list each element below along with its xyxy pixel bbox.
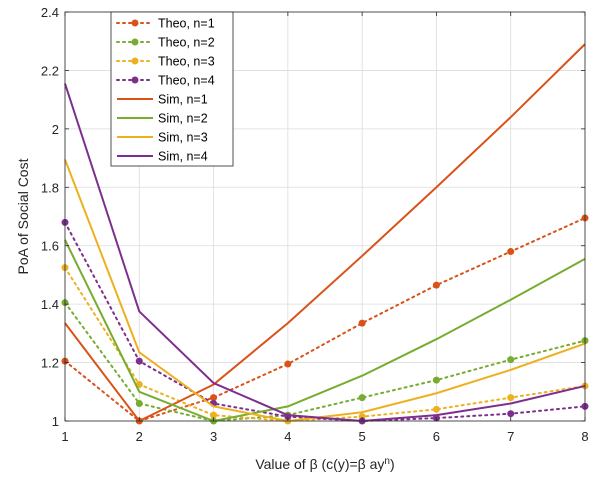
series-sim-n-3 (64, 159, 586, 422)
series-line (64, 239, 586, 422)
x-tick-label: 6 (433, 429, 440, 444)
legend-marker (131, 19, 139, 27)
x-axis-label-end: ) (390, 456, 395, 472)
data-point (210, 411, 218, 419)
data-point (135, 357, 143, 365)
data-point (507, 356, 515, 364)
y-tick-label: 2.4 (41, 5, 59, 20)
legend-label: Sim, n=4 (158, 150, 208, 164)
data-point (432, 281, 440, 289)
legend-marker (131, 38, 139, 46)
x-axis-label-superscript: n (384, 456, 390, 467)
legend-label: Sim, n=3 (158, 131, 208, 145)
legend-marker (131, 57, 139, 65)
legend-label: Theo, n=4 (158, 74, 215, 88)
series-line (64, 43, 586, 422)
data-point (358, 319, 366, 327)
x-axis-label-main: Value of β (c(y)=β ay (255, 456, 384, 472)
y-axis-label: PoA of Social Cost (15, 158, 31, 274)
series-sim-n-2 (64, 239, 586, 422)
x-axis-label: Value of β (c(y)=β ayn) (255, 456, 394, 473)
axis-box (64, 11, 586, 422)
legend-label: Theo, n=3 (158, 55, 215, 69)
legend-entry: Sim, n=4 (117, 150, 208, 164)
series-layer (61, 43, 589, 425)
y-tick-label: 1 (52, 414, 59, 429)
legend-box (110, 11, 234, 167)
tick-labels: 1 2 3 4 5 6 7 8 1 1.2 1.4 1.6 1.8 2 2.2 2.4 (41, 5, 589, 444)
x-tick-label: 2 (136, 429, 143, 444)
series-line (64, 83, 586, 422)
data-point (432, 376, 440, 384)
y-tick-label: 2.2 (41, 63, 59, 78)
x-tick-label: 5 (359, 429, 366, 444)
data-point (432, 405, 440, 413)
y-tick-label: 1.4 (41, 297, 59, 312)
data-point (358, 394, 366, 402)
legend-entry: Theo, n=3 (116, 55, 215, 69)
y-tick-label: 1.8 (41, 180, 59, 195)
y-tick-label: 1.2 (41, 356, 59, 371)
x-tick-label: 4 (284, 429, 291, 444)
legend-marker (131, 76, 139, 84)
data-point (507, 410, 515, 418)
legend-label: Theo, n=2 (158, 36, 215, 50)
data-point (135, 399, 143, 407)
legend-entry: Theo, n=4 (116, 74, 215, 88)
x-tick-label: 1 (61, 429, 68, 444)
series-sim-n-1 (64, 43, 586, 422)
x-tick-label: 3 (210, 429, 217, 444)
legend-label: Sim, n=2 (158, 112, 208, 126)
x-tick-label: 8 (581, 429, 588, 444)
data-point (507, 394, 515, 402)
y-tick-label: 2 (52, 122, 59, 137)
data-point (507, 248, 515, 256)
legend-entry: Sim, n=1 (117, 93, 208, 107)
legend: Theo, n=1 Theo, n=2 Theo, n=3 Theo, n=4 Sim,… (110, 11, 234, 167)
legend-label: Theo, n=1 (158, 17, 215, 31)
data-point (210, 394, 218, 402)
data-point (284, 360, 292, 368)
series-sim-n-4 (64, 83, 586, 422)
series-line (64, 159, 586, 422)
legend-label: Sim, n=1 (158, 93, 208, 107)
series-line (64, 301, 586, 422)
legend-entry: Theo, n=1 (116, 17, 215, 31)
legend-entry: Theo, n=2 (116, 36, 215, 50)
series-line (64, 216, 586, 422)
legend-entry: Sim, n=3 (117, 131, 208, 145)
y-tick-label: 1.6 (41, 239, 59, 254)
legend-entry: Sim, n=2 (117, 112, 208, 126)
x-tick-label: 7 (507, 429, 514, 444)
